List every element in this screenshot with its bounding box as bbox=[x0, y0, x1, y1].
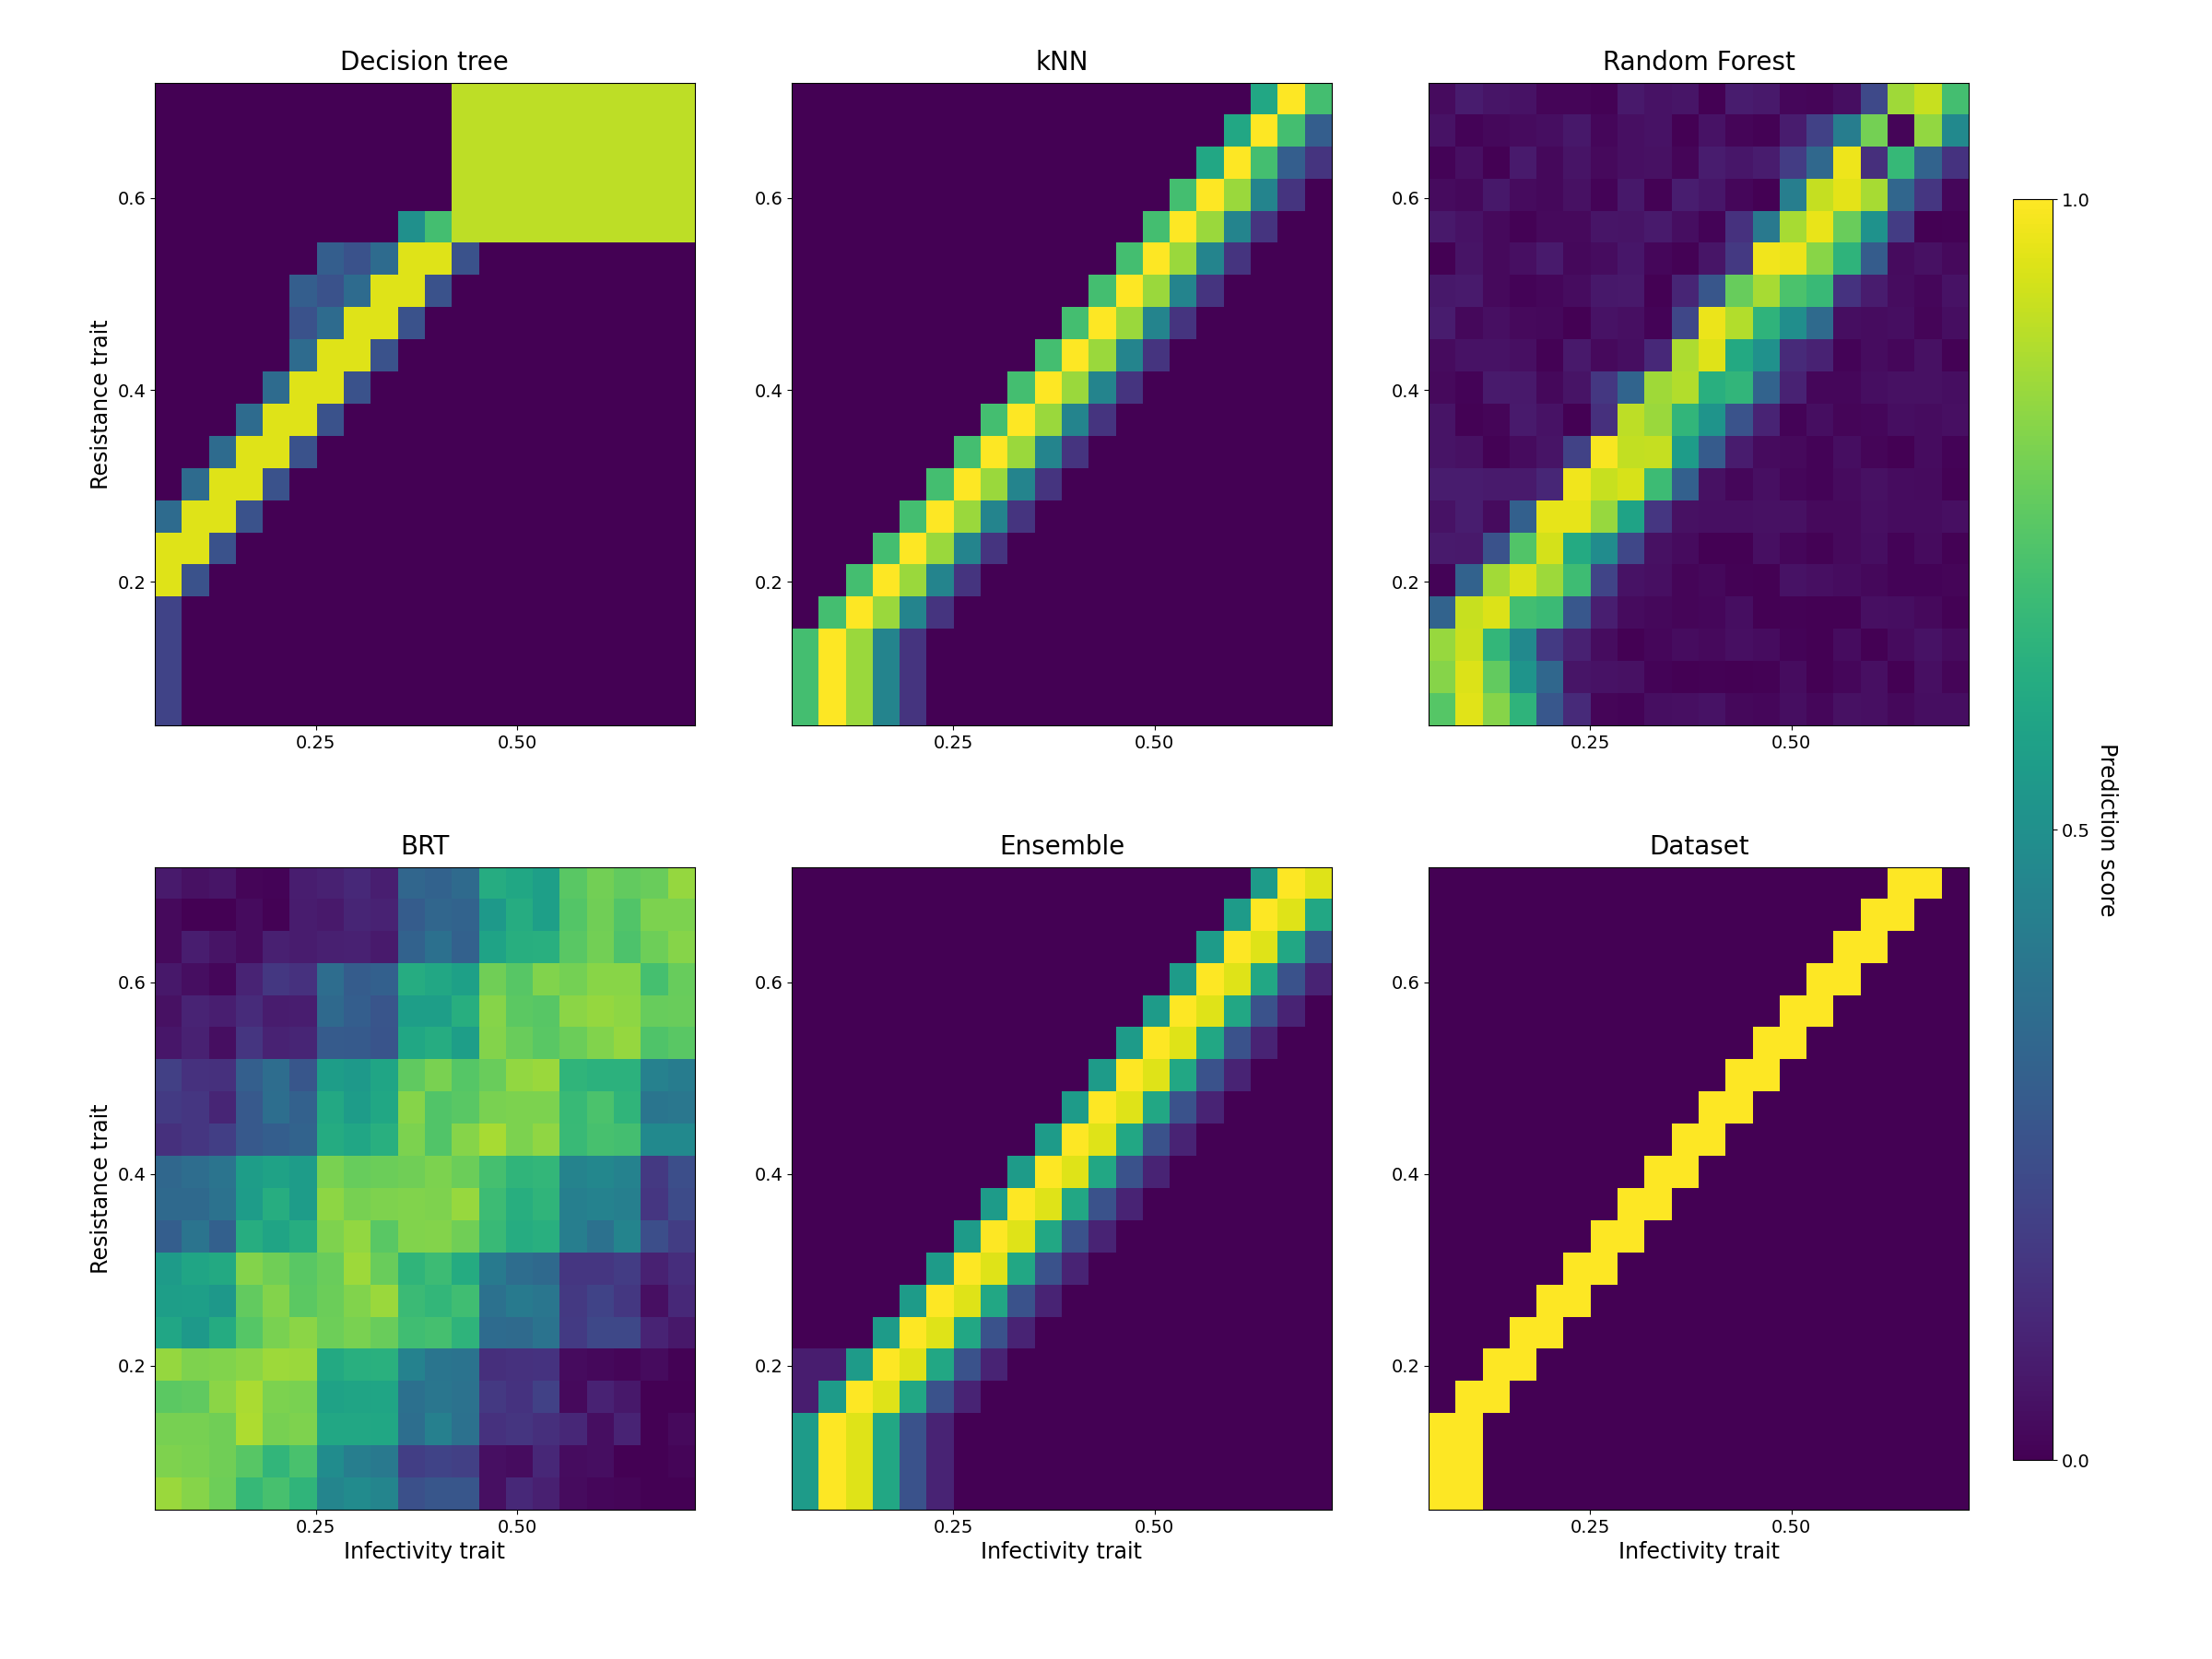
Y-axis label: Resistance trait: Resistance trait bbox=[91, 1103, 113, 1274]
Title: Random Forest: Random Forest bbox=[1601, 50, 1794, 76]
Y-axis label: Resistance trait: Resistance trait bbox=[91, 319, 113, 489]
Title: kNN: kNN bbox=[1035, 50, 1088, 76]
Y-axis label: Prediction score: Prediction score bbox=[2097, 743, 2119, 916]
Title: BRT: BRT bbox=[400, 834, 449, 859]
X-axis label: Infectivity trait: Infectivity trait bbox=[982, 1541, 1141, 1563]
Title: Decision tree: Decision tree bbox=[341, 50, 509, 76]
X-axis label: Infectivity trait: Infectivity trait bbox=[1619, 1541, 1778, 1563]
X-axis label: Infectivity trait: Infectivity trait bbox=[345, 1541, 504, 1563]
Title: Dataset: Dataset bbox=[1648, 834, 1750, 859]
Title: Ensemble: Ensemble bbox=[1000, 834, 1124, 859]
